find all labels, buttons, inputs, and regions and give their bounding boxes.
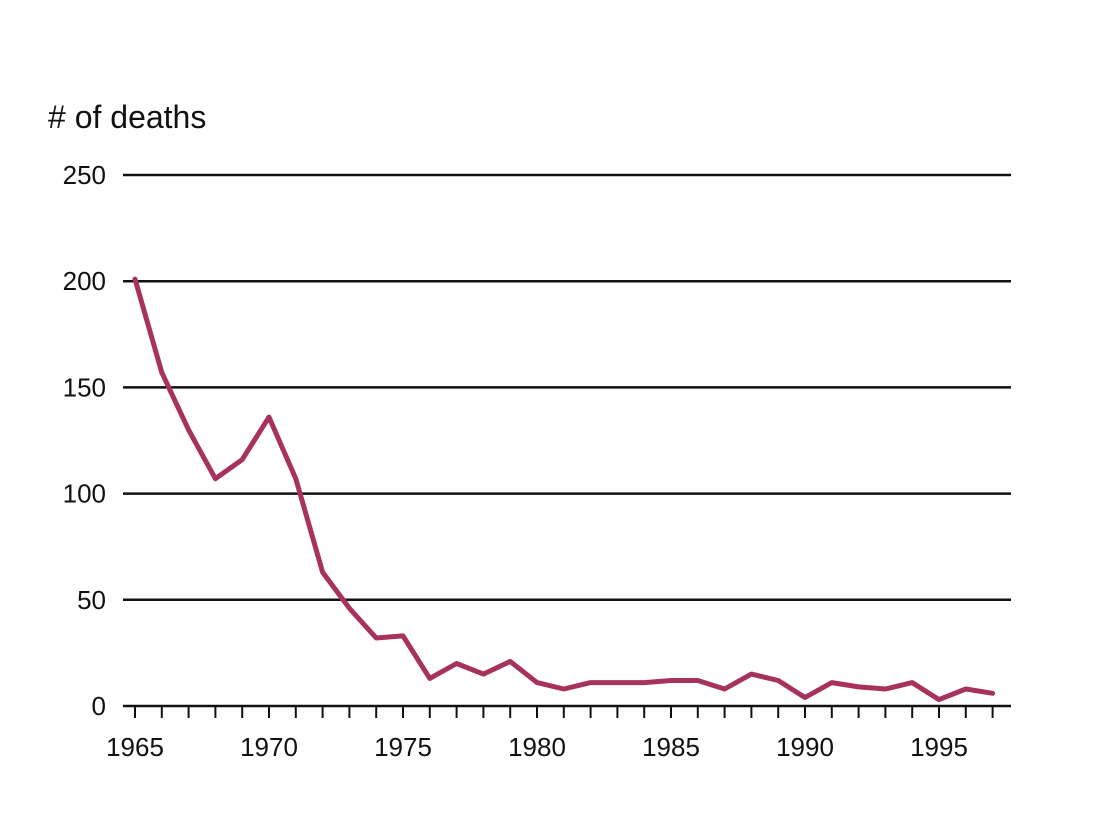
y-tick-label: 50	[77, 585, 106, 615]
x-tick-label: 1985	[642, 732, 700, 762]
gridlines	[123, 173, 1011, 602]
x-tick-label: 1980	[508, 732, 566, 762]
y-tick-label: 150	[63, 372, 106, 402]
y-tick-label: 100	[63, 479, 106, 509]
x-tick-label: 1995	[910, 732, 968, 762]
y-axis-label: # of deaths	[48, 99, 206, 135]
x-axis: 1965 1970 1975 1980 1985 1990 1995	[106, 704, 1011, 762]
y-tick-label: 0	[92, 691, 106, 721]
data-series	[132, 276, 996, 703]
x-tick-label: 1975	[374, 732, 432, 762]
x-tick-label: 1990	[776, 732, 834, 762]
y-tick-label: 250	[63, 160, 106, 190]
x-tick-label: 1970	[240, 732, 298, 762]
series-line-0	[132, 276, 996, 703]
x-tick-label: 1965	[106, 732, 164, 762]
y-tick-label: 200	[63, 266, 106, 296]
y-axis-ticks: 0 50 100 150 200 250	[63, 160, 106, 721]
